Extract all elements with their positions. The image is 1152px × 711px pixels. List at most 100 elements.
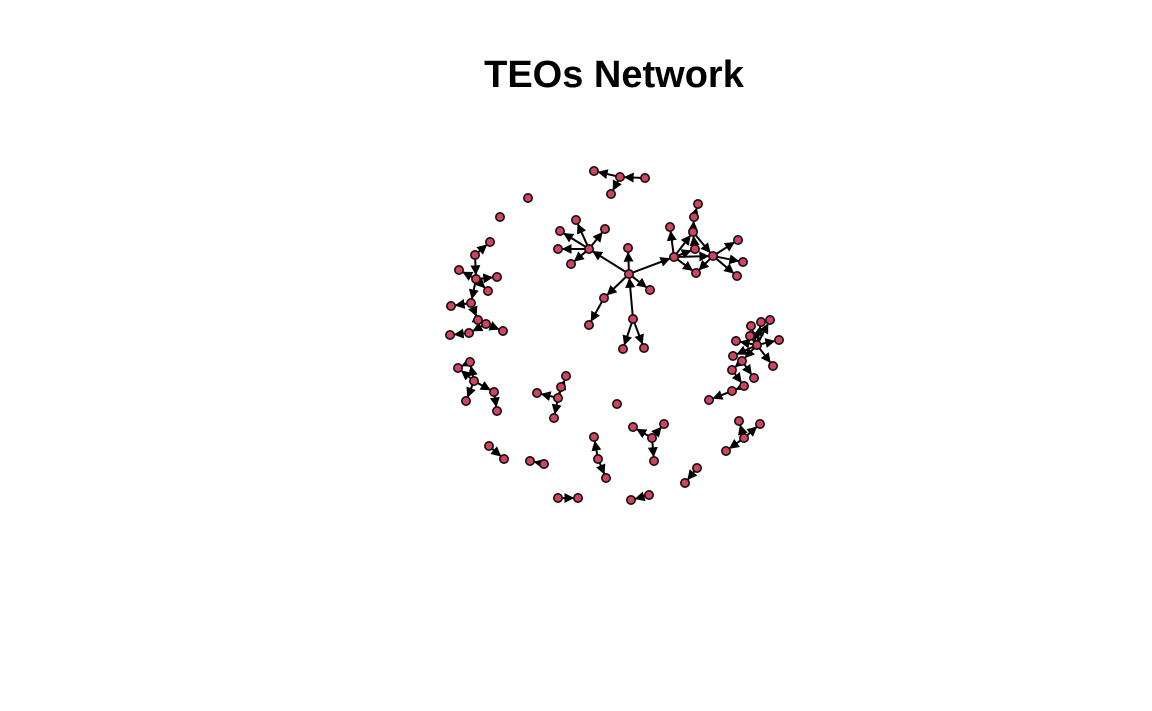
network-node (767, 360, 778, 371)
network-edge (590, 231, 603, 247)
network-node (494, 212, 505, 223)
network-edge (715, 257, 735, 274)
network-edge (633, 322, 644, 345)
network-node (707, 251, 718, 262)
network-node (445, 300, 456, 311)
network-node (688, 212, 699, 223)
network-node (733, 415, 744, 426)
network-edge (689, 235, 700, 247)
network-node (748, 372, 759, 383)
network-node (648, 455, 659, 466)
network-edge (474, 277, 486, 289)
network-node (497, 325, 508, 336)
network-edge (678, 251, 710, 262)
network-edge (675, 234, 691, 255)
network-node (480, 318, 491, 329)
network-edge (760, 338, 776, 348)
network-node (755, 316, 766, 327)
network-node (622, 243, 633, 254)
network-node (726, 385, 737, 396)
network-node (639, 173, 650, 184)
network-node (552, 492, 563, 503)
network-node (730, 335, 741, 346)
network-edge (739, 338, 754, 349)
network-node (482, 285, 493, 296)
network-node (617, 343, 628, 354)
network-node (600, 472, 611, 483)
network-node (764, 314, 775, 325)
network-edge (468, 282, 479, 300)
network-node (599, 224, 610, 235)
network-edge (622, 322, 633, 346)
network-node (572, 492, 583, 503)
network-edge (540, 391, 555, 402)
network-node (627, 421, 638, 432)
network-node (720, 445, 731, 456)
network-edge (715, 241, 735, 255)
network-node (598, 292, 609, 303)
network-edge (712, 390, 729, 400)
network-node (548, 412, 559, 423)
network-edge (454, 299, 467, 309)
network-node (614, 172, 625, 183)
network-node (465, 297, 476, 308)
network-edge (480, 273, 494, 284)
network-node (658, 418, 669, 429)
network-edge (666, 230, 677, 253)
network-edge (698, 258, 711, 271)
network-node (491, 405, 502, 416)
network-node (583, 319, 594, 330)
network-node (627, 313, 638, 324)
network-node (738, 432, 749, 443)
network-node (552, 244, 563, 255)
network-node (646, 432, 657, 443)
network-node (522, 193, 533, 204)
network-edge (716, 254, 740, 265)
network-node (727, 350, 738, 361)
network-edge (631, 275, 648, 288)
network-edge (596, 462, 606, 475)
network-node (538, 458, 549, 469)
network-edge (632, 257, 671, 274)
network-edge (744, 347, 756, 359)
network-node (460, 395, 471, 406)
network-edge (460, 370, 472, 381)
network-node (625, 494, 636, 505)
network-edge (623, 251, 634, 270)
network-edge (634, 491, 646, 502)
network-node (638, 342, 649, 353)
network-edge (623, 172, 641, 183)
network-edge (488, 321, 500, 331)
network-node (472, 314, 483, 325)
network-node (592, 453, 603, 464)
network-edge (453, 328, 465, 339)
network-node (690, 267, 701, 278)
network-edge (612, 179, 622, 191)
network-node (744, 330, 755, 341)
network-edge (592, 250, 626, 273)
network-node (692, 199, 703, 210)
network-node (570, 215, 581, 226)
network-node (555, 381, 566, 392)
edges-layer (453, 169, 776, 503)
network-node (560, 370, 571, 381)
network-node (691, 462, 702, 473)
network-edge (466, 384, 476, 398)
network-node (726, 364, 737, 375)
network-node (463, 327, 474, 338)
network-node (483, 440, 494, 451)
page-title: TEOs Network (484, 54, 744, 96)
network-edge (742, 363, 753, 375)
network-node (731, 270, 742, 281)
network-edge (636, 428, 649, 439)
network-node (623, 268, 634, 279)
network-edge (470, 259, 481, 276)
network-edge (468, 305, 478, 317)
network-edge (467, 365, 478, 378)
network-node (498, 453, 509, 464)
network-node (738, 380, 749, 391)
network-node (611, 398, 622, 409)
network-edge (651, 426, 662, 438)
network-node (754, 418, 765, 429)
